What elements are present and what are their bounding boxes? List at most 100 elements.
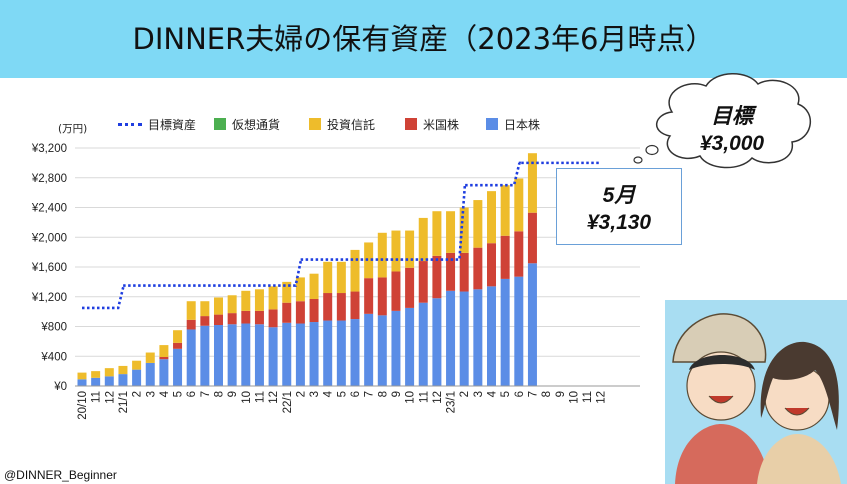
goal-text: 目標 ¥3,000: [676, 100, 788, 156]
page-title: DINNER夫婦の保有資産（2023年6月時点）: [132, 22, 715, 56]
bar-investment-trust: [91, 371, 101, 378]
bar-us-stock: [446, 252, 456, 291]
goal-cloud: [656, 73, 812, 169]
bar-japan-stock: [145, 362, 155, 386]
x-tick-label: 9: [391, 391, 403, 397]
bar-japan-stock: [391, 310, 401, 386]
goal-label: 目標: [711, 105, 753, 128]
y-tick-label: ¥1,200: [31, 292, 67, 304]
legend-jp-stock-label: 日本株: [504, 117, 541, 132]
bar-japan-stock: [514, 276, 524, 386]
bar-japan-stock: [282, 322, 292, 386]
bar-investment-trust: [118, 365, 128, 375]
bar-investment-trust: [377, 232, 387, 278]
legend-target-label: 目標資産: [148, 117, 197, 132]
y-tick-label: ¥3,200: [31, 143, 67, 155]
bar-us-stock: [227, 313, 237, 325]
x-tick-label: 6: [186, 391, 198, 397]
bar-investment-trust: [214, 297, 223, 315]
bar-japan-stock: [132, 369, 142, 386]
bar-investment-trust: [487, 191, 496, 244]
bar-us-stock: [241, 310, 251, 324]
bar-us-stock: [159, 356, 169, 360]
y-unit-label: (万円): [58, 123, 87, 135]
bar-japan-stock: [527, 263, 537, 386]
bar-us-stock: [527, 212, 537, 264]
legend-crypto-label: 仮想通貨: [232, 117, 281, 132]
legend-crypto-swatch: [214, 118, 226, 130]
bar-japan-stock: [91, 377, 101, 386]
bar-investment-trust: [418, 217, 428, 262]
x-tick-label: 8: [541, 391, 553, 397]
x-tick-label: 12: [432, 391, 444, 404]
x-tick-label: 11: [418, 391, 430, 403]
bar-japan-stock: [200, 325, 210, 386]
bar-us-stock: [268, 309, 278, 328]
bar-investment-trust: [268, 286, 278, 310]
x-tick-label: 11: [254, 391, 266, 403]
legend-jp-stock: 日本株: [486, 116, 540, 132]
credit-handle: @DINNER_Beginner: [4, 468, 117, 482]
bar-us-stock: [377, 277, 387, 316]
x-tick-label: 11: [91, 391, 103, 403]
x-tick-label: 7: [527, 391, 539, 397]
title-banner: DINNER夫婦の保有資産（2023年6月時点）: [0, 0, 847, 78]
x-tick-label: 5: [336, 391, 348, 397]
x-tick-label: 6: [350, 391, 362, 397]
bar-japan-stock: [473, 289, 483, 386]
bar-investment-trust: [473, 200, 483, 248]
y-tick-label: ¥400: [40, 351, 67, 363]
bar-investment-trust: [527, 153, 537, 213]
x-tick-label: 2: [459, 391, 471, 397]
bar-japan-stock: [487, 286, 496, 386]
bar-investment-trust: [391, 230, 401, 272]
bar-japan-stock: [295, 323, 305, 386]
bar-investment-trust: [241, 290, 251, 311]
bar-japan-stock: [186, 329, 196, 386]
legend-us-stock: 米国株: [405, 116, 459, 132]
x-tick-label: 9: [227, 391, 239, 397]
legend-us-stock-swatch: [405, 118, 417, 130]
bar-japan-stock: [377, 315, 387, 386]
bar-us-stock: [391, 271, 401, 311]
x-tick-label: 5: [500, 391, 512, 397]
bar-us-stock: [282, 302, 292, 323]
bar-us-stock: [514, 231, 524, 277]
bar-japan-stock: [323, 320, 333, 386]
x-tick-label: 23/1: [446, 391, 458, 413]
x-tick-label: 4: [487, 390, 499, 397]
bar-investment-trust: [514, 178, 524, 232]
bar-japan-stock: [418, 302, 428, 386]
bar-japan-stock: [500, 278, 510, 386]
x-tick-label: 8: [377, 391, 389, 397]
x-tick-label: 3: [473, 391, 485, 397]
y-tick-label: ¥2,800: [31, 173, 67, 185]
bar-us-stock: [336, 293, 346, 321]
bar-investment-trust: [159, 345, 169, 357]
bar-us-stock: [432, 255, 442, 299]
bar-japan-stock: [173, 348, 183, 386]
x-tick-label: 7: [200, 391, 212, 397]
x-tick-label: 4: [159, 390, 171, 397]
y-tick-label: ¥800: [40, 322, 67, 334]
bar-us-stock: [186, 319, 196, 330]
x-tick-label: 8: [214, 391, 226, 397]
legend-trust: 投資信託: [309, 116, 375, 132]
x-tick-label: 10: [405, 391, 417, 404]
bar-investment-trust: [309, 273, 319, 299]
bar-us-stock: [214, 314, 223, 326]
x-tick-label: 22/1: [282, 391, 294, 413]
axes: ¥0 ¥400 ¥800 ¥1,200 ¥1,600 ¥2,000 ¥2,400 ¥2,800…: [31, 123, 640, 420]
legend-crypto: 仮想通貨: [214, 116, 280, 132]
bar-japan-stock: [214, 325, 223, 386]
asset-chart: ¥0 ¥400 ¥800 ¥1,200 ¥1,600 ¥2,000 ¥2,400 ¥2,800…: [31, 123, 640, 420]
woman-hair-icon: [760, 341, 839, 430]
bar-japan-stock: [336, 320, 346, 386]
bar-investment-trust: [200, 301, 210, 317]
y-tick-label: ¥0: [53, 381, 67, 393]
man-hat-icon: [672, 313, 767, 363]
x-tick-label: 3: [145, 391, 157, 397]
legend-jp-stock-swatch: [486, 118, 498, 130]
bar-us-stock: [295, 301, 305, 324]
x-tick-label: 10: [241, 391, 253, 404]
